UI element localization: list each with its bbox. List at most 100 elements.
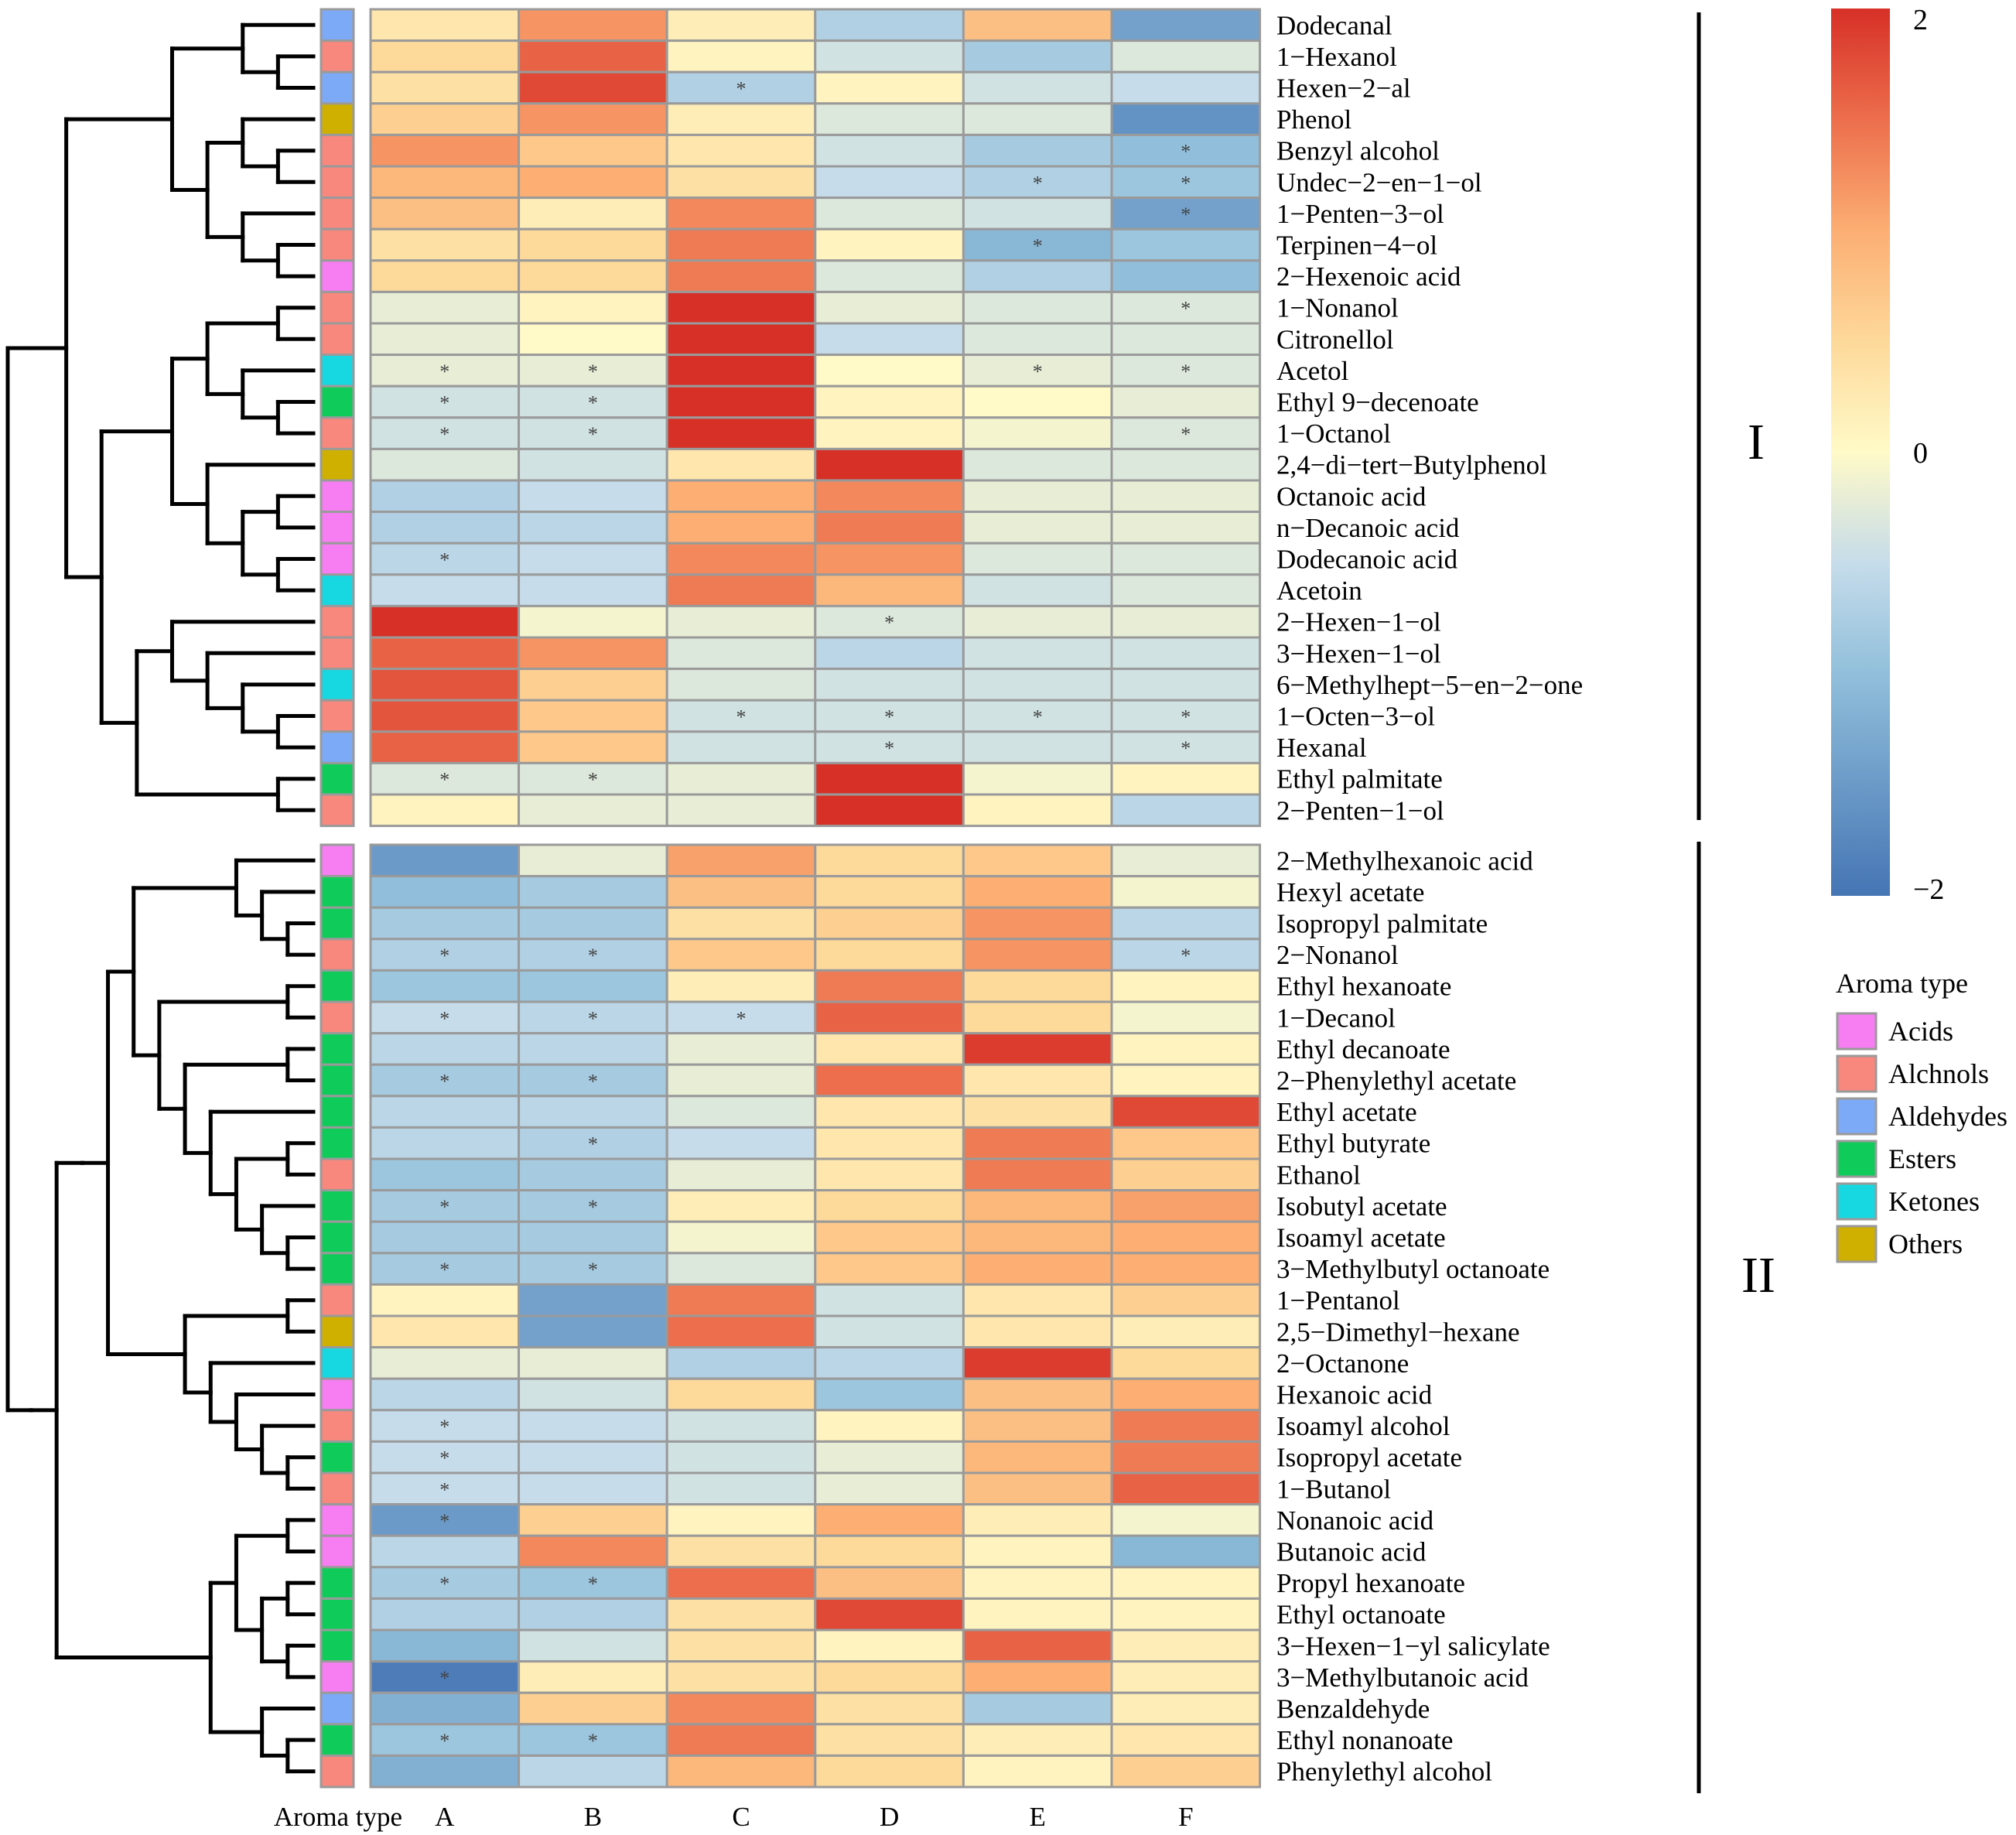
cell-2-nonanol-e bbox=[962, 938, 1113, 972]
aroma-cell-hexanoic-acid bbox=[319, 1377, 355, 1412]
legend-label-others: Others bbox=[1888, 1228, 1963, 1259]
legend-swatch-acids bbox=[1836, 1012, 1878, 1051]
cell-phenol-e bbox=[962, 102, 1113, 136]
cell-butanoic-acid-f bbox=[1110, 1534, 1262, 1569]
legend-label-aldehydes: Aldehydes bbox=[1888, 1101, 2007, 1132]
row-label-citronellol: Citronellol bbox=[1276, 324, 1394, 354]
cell-1-nonanol-b bbox=[518, 290, 668, 325]
cell-2-5-dimethyl-hexane-d bbox=[814, 1314, 965, 1349]
row-label-undec-2-en-1-ol: Undec−2−en−1−ol bbox=[1276, 167, 1482, 197]
cell-ethyl-nonanoate-e bbox=[962, 1723, 1113, 1757]
cell-hexanal-b bbox=[518, 730, 668, 764]
cell-ethyl-palmitate-a bbox=[369, 761, 521, 796]
cell-hexen-2-al-f bbox=[1110, 70, 1262, 105]
aroma-cell-1-penten-3-ol bbox=[319, 196, 355, 231]
cell-hexanal-c bbox=[665, 730, 817, 764]
cell-3-hexen-1-ol-c bbox=[665, 636, 817, 671]
cell-2-methylhexanoic-acid-d bbox=[814, 843, 965, 878]
row-label-3-hexen-1-ol: 3−Hexen−1−ol bbox=[1276, 638, 1441, 668]
aroma-cell-hexen-2-al bbox=[319, 70, 355, 105]
cell-ethyl-9-decenoate-e bbox=[962, 384, 1113, 419]
cell-ethanol-e bbox=[962, 1157, 1113, 1192]
row-label-ethyl-hexanoate: Ethyl hexanoate bbox=[1276, 972, 1451, 1002]
cell-2-penten-1-ol-c bbox=[665, 793, 817, 828]
cell-ethanol-a bbox=[369, 1157, 521, 1192]
cell-phenylethyl-alcohol-f bbox=[1110, 1754, 1262, 1789]
row-label-hexanal: Hexanal bbox=[1276, 733, 1367, 763]
aroma-cell-isobutyl-acetate bbox=[319, 1189, 355, 1223]
aroma-cell-ethyl-octanoate bbox=[319, 1597, 355, 1632]
cell-ethyl-hexanoate-d bbox=[814, 969, 965, 1003]
cell-isoamyl-alcohol-a bbox=[369, 1409, 521, 1443]
significance-star: * bbox=[736, 78, 747, 101]
significance-star: * bbox=[588, 945, 598, 967]
aroma-cell-1-decanol bbox=[319, 1000, 355, 1035]
cell-3-hexen-1-yl-salicylate-a bbox=[369, 1628, 521, 1663]
cell-ethyl-palmitate-e bbox=[962, 761, 1113, 796]
cell-hexanoic-acid-c bbox=[665, 1377, 817, 1412]
cell-n-decanoic-acid-c bbox=[665, 511, 817, 545]
cell-ethyl-decanoate-c bbox=[665, 1032, 817, 1066]
significance-star: * bbox=[439, 1478, 449, 1501]
cell-acetoin-c bbox=[665, 573, 817, 607]
row-label-ethyl-octanoate: Ethyl octanoate bbox=[1276, 1600, 1446, 1630]
significance-star: * bbox=[439, 392, 449, 415]
cell-hexyl-acetate-d bbox=[814, 875, 965, 909]
cell-butanoic-acid-d bbox=[814, 1534, 965, 1569]
cell-terpinen-4-ol-f bbox=[1110, 227, 1262, 262]
cell-benzyl-alcohol-c bbox=[665, 133, 817, 168]
aroma-cell-2-octanone bbox=[319, 1346, 355, 1380]
cell-1-pentanol-b bbox=[518, 1283, 668, 1317]
cell-2-4-di-tert-butylphenol-a bbox=[369, 447, 521, 482]
cell-1-decanol-f bbox=[1110, 1000, 1262, 1035]
cell-1-hexanol-e bbox=[962, 39, 1113, 73]
cell-hexanoic-acid-d bbox=[814, 1377, 965, 1412]
cell-benzaldehyde-d bbox=[814, 1691, 965, 1726]
cell-isoamyl-acetate-a bbox=[369, 1220, 521, 1255]
row-label-dodecanal: Dodecanal bbox=[1276, 10, 1392, 40]
cell-ethyl-hexanoate-f bbox=[1110, 969, 1262, 1003]
cell-phenol-d bbox=[814, 102, 965, 136]
row-label-1-octanol: 1−Octanol bbox=[1276, 419, 1391, 449]
cell-phenylethyl-alcohol-c bbox=[665, 1754, 817, 1789]
cell-ethyl-octanoate-e bbox=[962, 1597, 1113, 1632]
cell-isobutyl-acetate-f bbox=[1110, 1189, 1262, 1223]
row-label-2-hexenoic-acid: 2−Hexenoic acid bbox=[1276, 261, 1461, 292]
cell-phenol-f bbox=[1110, 102, 1262, 136]
cell-ethyl-decanoate-b bbox=[518, 1032, 668, 1066]
cell-benzaldehyde-e bbox=[962, 1691, 1113, 1726]
cell-acetoin-f bbox=[1110, 573, 1262, 607]
aroma-cell-nonanoic-acid bbox=[319, 1503, 355, 1537]
column-label-e: E bbox=[1030, 1802, 1046, 1832]
cell-benzyl-alcohol-a bbox=[369, 133, 521, 168]
cell-isopropyl-acetate-b bbox=[518, 1440, 668, 1474]
significance-star: * bbox=[1033, 361, 1043, 383]
significance-star: * bbox=[736, 1007, 747, 1030]
cell-1-penten-3-ol-c bbox=[665, 196, 817, 231]
cell-dodecanal-d bbox=[814, 8, 965, 43]
cell-hexyl-acetate-c bbox=[665, 875, 817, 909]
cell-isopropyl-acetate-c bbox=[665, 1440, 817, 1474]
cell-benzyl-alcohol-e bbox=[962, 133, 1113, 168]
cell-dodecanoic-acid-d bbox=[814, 542, 965, 576]
cell-isopropyl-palmitate-b bbox=[518, 906, 668, 941]
cell-2-penten-1-ol-e bbox=[962, 793, 1113, 828]
cell-ethyl-acetate-c bbox=[665, 1095, 817, 1129]
cell-hexen-2-al-e bbox=[962, 70, 1113, 105]
legend-swatch-alchnols bbox=[1836, 1054, 1878, 1093]
significance-star: * bbox=[439, 361, 449, 383]
legend-label-esters: Esters bbox=[1888, 1143, 1956, 1174]
cell-terpinen-4-ol-c bbox=[665, 227, 817, 262]
cell-hexen-2-al-b bbox=[518, 70, 668, 105]
cell-ethyl-hexanoate-a bbox=[369, 969, 521, 1003]
cell-benzyl-alcohol-d bbox=[814, 133, 965, 168]
cell-3-hexen-1-ol-b bbox=[518, 636, 668, 671]
aroma-type-annotation-column bbox=[319, 8, 355, 1789]
cell-2-hexenoic-acid-f bbox=[1110, 259, 1262, 293]
cell-phenylethyl-alcohol-e bbox=[962, 1754, 1113, 1789]
color-scale-bar: 2 0 −2 bbox=[1831, 4, 1944, 906]
cell-hexanoic-acid-e bbox=[962, 1377, 1113, 1412]
significance-star: * bbox=[439, 769, 449, 791]
cell-1-butanol-e bbox=[962, 1471, 1113, 1506]
